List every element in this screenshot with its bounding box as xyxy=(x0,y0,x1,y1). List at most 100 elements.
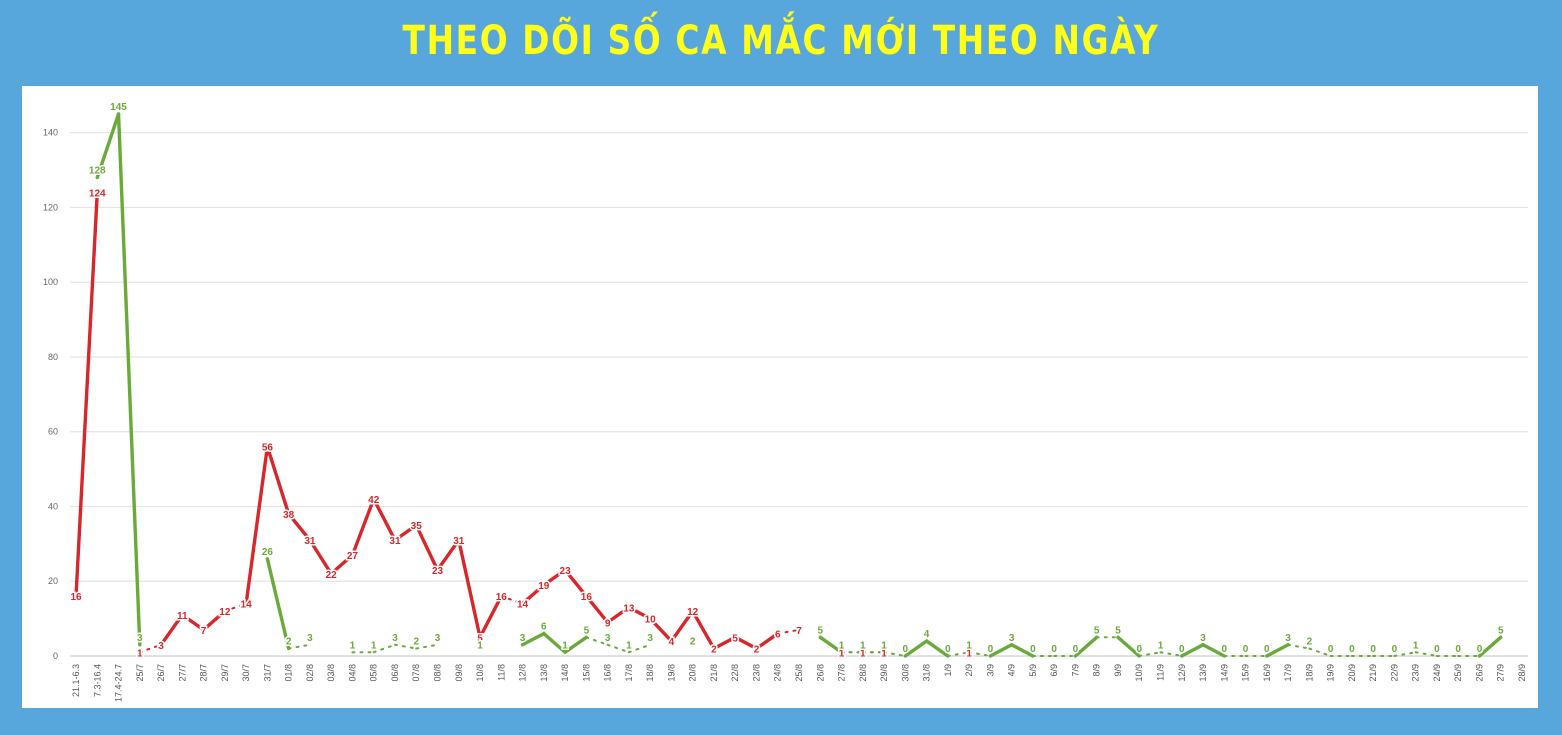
x-tick-label: 23/9 xyxy=(1411,664,1421,682)
x-tick-label: 03/8 xyxy=(326,664,336,682)
x-tick-label: 15/8 xyxy=(581,664,591,682)
x-tick-label: 15/9 xyxy=(1241,664,1251,682)
series-0-data-label: 124 xyxy=(89,188,106,199)
series-0-data-label: 56 xyxy=(262,443,274,454)
x-tick-label: 21/8 xyxy=(709,664,719,682)
chart-title: THEO DÕI SỐ CA MẮC MỚI THEO NGÀY xyxy=(402,18,1160,64)
x-tick-label: 18/9 xyxy=(1304,664,1314,682)
series-0-data-label: 7 xyxy=(201,626,207,637)
x-tick-label: 16/9 xyxy=(1262,664,1272,682)
series-0-data-label: 9 xyxy=(605,618,611,629)
x-tick-label: 08/8 xyxy=(433,664,443,682)
x-tick-label: 19/8 xyxy=(666,664,676,682)
x-tick-label: 18/8 xyxy=(645,664,655,682)
x-tick-label: 16/8 xyxy=(603,664,613,682)
series-0-segment xyxy=(500,595,524,605)
series-1-data-label: 0 xyxy=(1477,644,1483,655)
series-1-data-label: 1 xyxy=(562,640,568,651)
series-0-data-label: 38 xyxy=(283,510,295,521)
series-1-segment xyxy=(606,643,630,654)
series-0-data-label: 5 xyxy=(477,633,483,644)
x-tick-label: 22/8 xyxy=(730,664,740,682)
series-0-data-label: 16 xyxy=(581,592,593,603)
series-1-data-label: 1 xyxy=(1413,640,1419,651)
plot-panel: 0 20 40 60 80 100 120 140 21.1-6.3 7.3-16.4 17.4-2… xyxy=(22,86,1538,708)
series-0-segment xyxy=(520,583,546,606)
series-1-data-label: 3 xyxy=(307,633,313,644)
series-1-data-label: 0 xyxy=(1243,644,1249,655)
series-1-data-label: 2 xyxy=(1307,637,1313,648)
series-1-segment xyxy=(1116,635,1141,658)
series-0-segment xyxy=(478,594,503,640)
series-1-data-label: 1 xyxy=(350,640,356,651)
series-1-data-label: 0 xyxy=(1030,644,1036,655)
x-tick-label: 29/8 xyxy=(879,664,889,682)
series-1-segment xyxy=(903,639,929,658)
series-0-data-label: 2 xyxy=(711,645,717,656)
series-1-data-label: 0 xyxy=(1264,644,1270,655)
x-tick-label: 3/9 xyxy=(985,664,995,677)
x-tick-label: 2/9 xyxy=(964,664,974,677)
x-tick-label: 25/8 xyxy=(794,664,804,682)
series-1-segment xyxy=(1265,643,1290,658)
x-tick-label: 05/8 xyxy=(369,664,379,682)
series-1-data-label: 145 xyxy=(110,102,127,113)
series-1-data-label: 6 xyxy=(541,622,547,633)
series-1-segment xyxy=(968,651,992,657)
series-1-data-label: 0 xyxy=(1392,644,1398,655)
series-1-segment xyxy=(1159,651,1183,657)
x-tick-label: 9/9 xyxy=(1113,664,1123,677)
series-0-data-label: 19 xyxy=(538,581,550,592)
x-tick-label: 28/7 xyxy=(199,664,209,682)
series-1-data-label: 0 xyxy=(1328,644,1334,655)
series-1-segment xyxy=(946,651,971,657)
x-tick-label: 4/9 xyxy=(1007,664,1017,677)
series-1-data-label: 5 xyxy=(817,625,823,636)
series-1-segment xyxy=(1073,635,1099,658)
x-tick-label: 24/8 xyxy=(773,664,783,682)
series-1-segment xyxy=(1477,635,1503,658)
series-0-data-label: 23 xyxy=(432,566,444,577)
x-tick-label: 5/9 xyxy=(1028,664,1038,677)
series-0-data-label: 16 xyxy=(70,592,82,603)
series-0-segment xyxy=(138,643,163,654)
series-0-segment xyxy=(372,497,397,542)
series-1-data-label: 5 xyxy=(1094,625,1100,636)
series-0-segment xyxy=(244,444,270,606)
series-0-data-label: 12 xyxy=(687,607,699,618)
y-tick-label: 40 xyxy=(48,501,58,511)
y-tick-label: 20 xyxy=(48,576,58,586)
series-1-segment xyxy=(1393,651,1417,657)
series-1-segment xyxy=(95,112,121,180)
series-0-data-label: 1 xyxy=(881,648,887,659)
x-tick-label: 14/8 xyxy=(560,664,570,682)
series-1-data-label: 1 xyxy=(477,640,483,651)
series-0-segment xyxy=(265,444,291,516)
series-1-segment xyxy=(585,636,609,646)
series-0-data-label: 1 xyxy=(137,648,143,659)
series-0-data-label: 14 xyxy=(241,600,253,611)
series-0-data-label: 23 xyxy=(560,566,572,577)
x-tick-label: 19/9 xyxy=(1326,664,1336,682)
series-0-segment xyxy=(74,190,99,598)
series-1-segment xyxy=(1138,651,1162,657)
series-0-data-label: 22 xyxy=(326,570,338,581)
series-1-segment xyxy=(883,651,907,657)
series-0-segment xyxy=(563,568,589,598)
series-0-data-label: 10 xyxy=(645,615,657,626)
x-tick-label: 6/9 xyxy=(1049,664,1059,677)
series-1-data-label: 3 xyxy=(605,633,611,644)
x-tick-label: 04/8 xyxy=(347,664,357,682)
series-1-segment xyxy=(372,643,396,654)
series-1-segment xyxy=(520,631,546,647)
series-1-data-label: 3 xyxy=(1200,633,1206,644)
x-tick-label: 28/9 xyxy=(1517,664,1527,682)
series-1-data-label: 0 xyxy=(1136,644,1142,655)
x-tick-label: 10/9 xyxy=(1134,664,1144,682)
x-tick-label: 22/9 xyxy=(1389,664,1399,682)
series-1-data-label: 2 xyxy=(413,637,419,648)
series-1-data-label: 0 xyxy=(903,644,909,655)
series-1-data-label: 0 xyxy=(988,644,994,655)
series-1-data-label: 5 xyxy=(584,625,590,636)
